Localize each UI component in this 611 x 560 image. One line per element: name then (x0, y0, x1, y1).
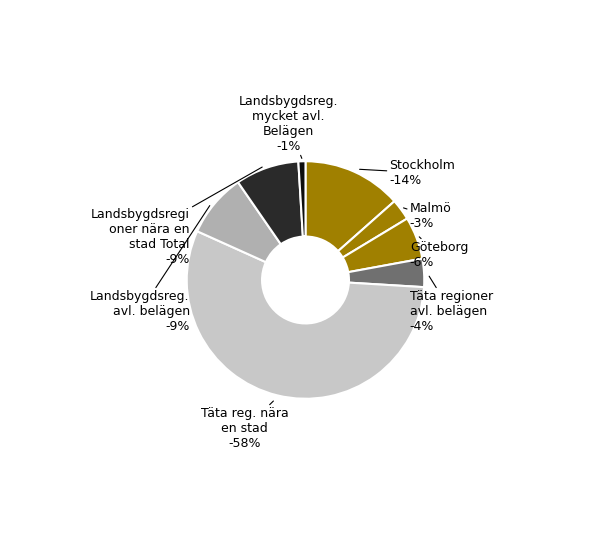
Text: Stockholm
-14%: Stockholm -14% (360, 159, 455, 187)
Wedge shape (238, 161, 303, 244)
Text: Täta reg. nära
en stad
-58%: Täta reg. nära en stad -58% (201, 401, 288, 450)
Wedge shape (306, 161, 394, 251)
Text: Landsbygdsreg.
avl. belägen
-9%: Landsbygdsreg. avl. belägen -9% (90, 206, 210, 333)
Wedge shape (197, 182, 281, 262)
Wedge shape (343, 218, 422, 272)
Wedge shape (338, 201, 407, 258)
Text: Täta regioner
avl. belägen
-4%: Täta regioner avl. belägen -4% (410, 276, 493, 333)
Wedge shape (348, 259, 424, 287)
Text: Landsbygdsregi
oner nära en
stad Total
-9%: Landsbygdsregi oner nära en stad Total -… (90, 167, 262, 265)
Text: Göteborg
-6%: Göteborg -6% (410, 237, 468, 269)
Wedge shape (298, 161, 306, 237)
Wedge shape (187, 231, 424, 399)
Text: Landsbygdsreg.
mycket avl.
Belägen
-1%: Landsbygdsreg. mycket avl. Belägen -1% (238, 95, 338, 158)
Text: Malmö
-3%: Malmö -3% (403, 202, 452, 230)
